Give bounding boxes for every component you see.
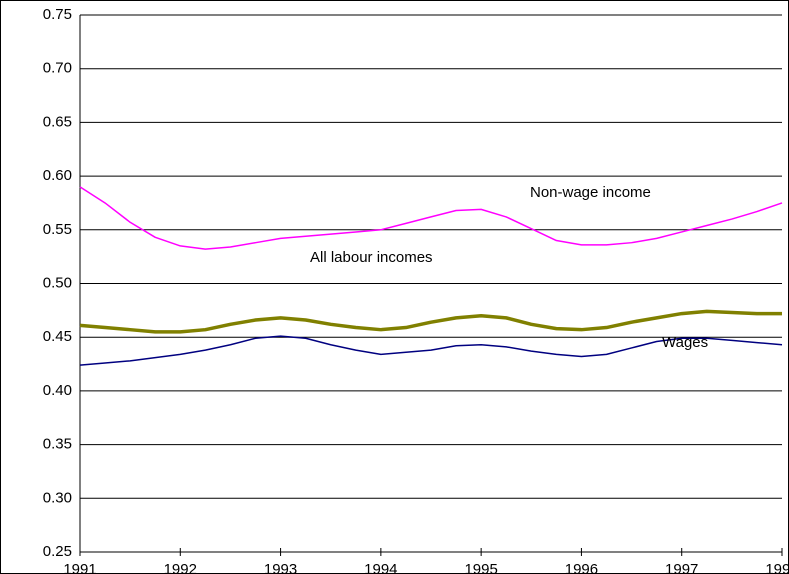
y-tick-label: 0.50 [43,274,72,291]
x-tick-label: 1996 [565,561,598,574]
y-tick-label: 0.35 [43,436,72,453]
x-tick-label: 1994 [364,561,397,574]
y-tick-label: 0.60 [43,167,72,184]
x-tick-label: 1998 [765,561,789,574]
y-tick-label: 0.70 [43,60,72,77]
x-tick-label: 1997 [665,561,698,574]
y-tick-label: 0.65 [43,113,72,130]
x-tick-label: 1995 [464,561,497,574]
series-label: Wages [662,334,708,351]
x-tick-label: 1991 [63,561,96,574]
y-tick-label: 0.25 [43,543,72,560]
y-tick-label: 0.45 [43,328,72,345]
series-line [79,309,782,334]
x-tick-label: 1993 [264,561,297,574]
series-label: All labour incomes [310,249,433,266]
y-tick-label: 0.40 [43,382,72,399]
series-line [79,186,783,250]
y-tick-label: 0.55 [43,221,72,238]
series-label: Non-wage income [530,184,651,201]
x-tick-label: 1992 [164,561,197,574]
y-tick-label: 0.30 [43,489,72,506]
y-tick-label: 0.75 [43,6,72,23]
series-line [79,335,783,366]
